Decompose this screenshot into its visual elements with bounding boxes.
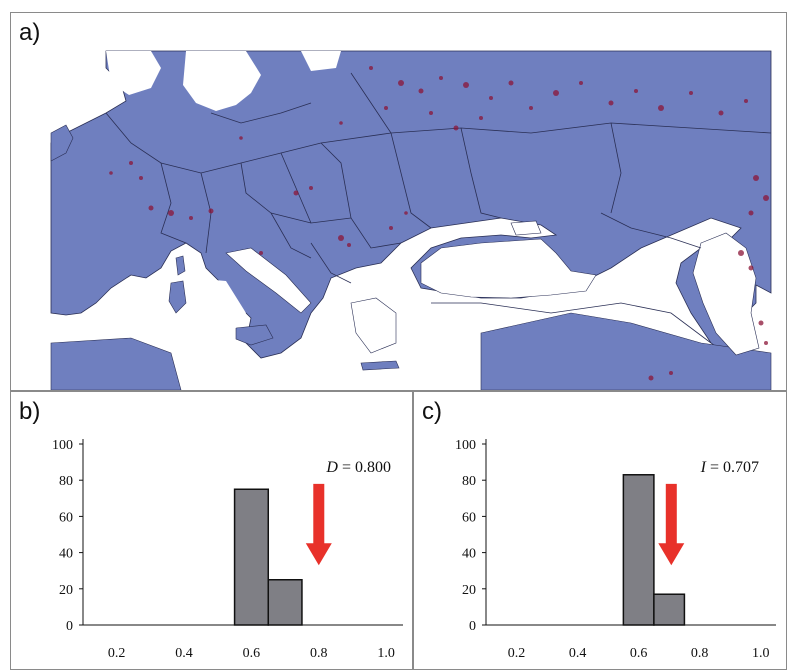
x-tick-label: 1.0 (377, 646, 395, 661)
histogram-i: 0 20 40 60 80 100 0.2 0.4 0.6 0.8 1.0 I = 0.707 (455, 438, 776, 661)
britain-fragment (50, 124, 74, 162)
black-sea (420, 238, 597, 299)
x-tick-label: 0.8 (310, 646, 328, 661)
y-tick-label: 100 (455, 438, 476, 453)
y-tick-label: 0 (66, 619, 73, 634)
y-tick-label: 40 (462, 547, 476, 562)
panel-c-histogram: 0 20 40 60 80 100 0.2 0.4 0.6 0.8 1.0 I = 0.707 c) (413, 391, 787, 670)
adriatic-sea (225, 247, 312, 314)
y-tick-label: 60 (462, 510, 476, 525)
panel-a-label: a) (19, 19, 41, 46)
sicily (235, 324, 274, 346)
crete (360, 360, 400, 371)
y-tick-label: 20 (462, 583, 476, 598)
x-tick-label: 0.8 (691, 646, 709, 661)
baltic-sea (183, 51, 261, 111)
histogram-bar (653, 593, 686, 626)
sea-of-azov (510, 220, 542, 236)
caspian-sea (692, 232, 760, 356)
histogram-bar (267, 579, 303, 626)
y-tick-label: 20 (59, 583, 73, 598)
panel-b-label: b) (19, 398, 41, 425)
statistic-annotation: D = 0.800 (325, 459, 391, 476)
country-borders (105, 72, 772, 344)
statistic-symbol: I (700, 459, 707, 476)
histogram-d: 0 20 40 60 80 100 0.2 0.4 0.6 0.8 1.0 D = 0.800 (52, 438, 403, 661)
statistic-annotation: I = 0.707 (700, 459, 759, 476)
north-africa (50, 337, 182, 390)
x-tick-label: 0.2 (508, 646, 526, 661)
observed-value-arrow (658, 483, 685, 566)
y-tick-label: 60 (59, 510, 73, 525)
statistic-value: = 0.800 (338, 459, 391, 476)
british-isles-gap (106, 51, 161, 95)
tyrrhenian-sea (189, 278, 246, 328)
y-tick-label: 80 (462, 474, 476, 489)
x-tick-label: 0.4 (175, 646, 193, 661)
x-tick-label: 1.0 (752, 646, 770, 661)
statistic-value: = 0.707 (706, 459, 759, 476)
sardinia (168, 280, 187, 314)
corsica (175, 255, 186, 276)
panel-c-label: c) (422, 398, 442, 425)
observed-value-arrow (305, 483, 332, 566)
map-of-europe (11, 13, 786, 390)
y-tick-label: 80 (59, 474, 73, 489)
x-tick-label: 0.6 (243, 646, 261, 661)
statistic-symbol: D (325, 459, 338, 476)
x-tick-label: 0.2 (108, 646, 126, 661)
x-tick-label: 0.4 (569, 646, 587, 661)
x-tick-label: 0.6 (630, 646, 648, 661)
panel-b-histogram: 0 20 40 60 80 100 0.2 0.4 0.6 0.8 1.0 D = 0.800 b) (10, 391, 413, 670)
landmass (50, 50, 772, 359)
panel-a-map: a) (10, 12, 787, 391)
histogram-bar (233, 488, 270, 626)
histogram-bar (622, 474, 655, 626)
y-tick-label: 0 (469, 619, 476, 634)
y-tick-label: 40 (59, 547, 73, 562)
y-tick-label: 100 (52, 438, 73, 453)
aegean-sea (350, 297, 397, 354)
gulf-of-finland (301, 51, 341, 71)
occurrence-hotspots (109, 66, 769, 381)
